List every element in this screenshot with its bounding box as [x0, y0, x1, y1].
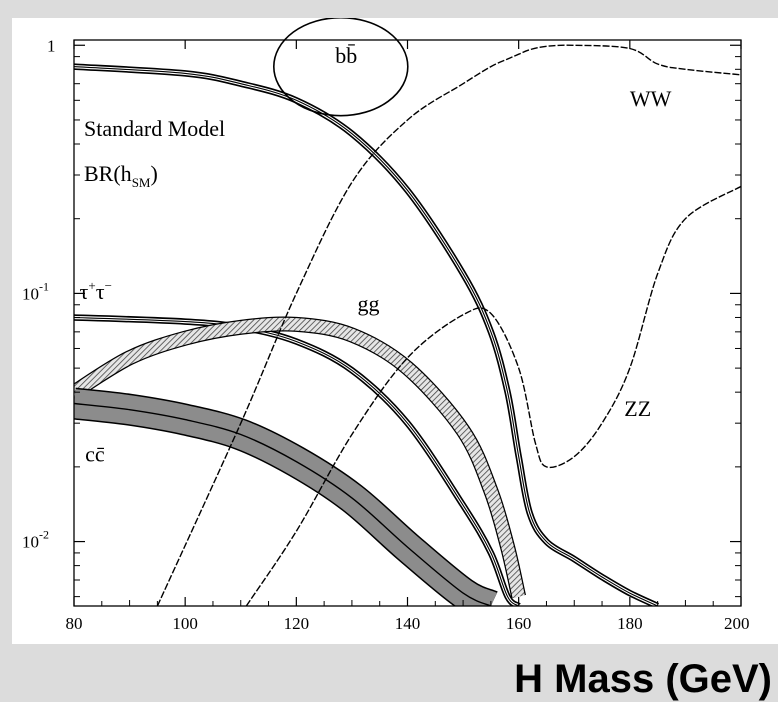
x-tick-label-4: 160 — [506, 614, 532, 633]
y-tick-label-2: 10-2 — [22, 528, 49, 552]
label-superscript: − — [105, 278, 112, 293]
x-tick-label-0: 80 — [66, 614, 83, 633]
series-5-group — [245, 185, 741, 606]
series-3-band — [74, 389, 498, 606]
y-tick-exponent: -1 — [39, 279, 49, 293]
br-label-subscript: SM — [132, 175, 151, 190]
br-label-base: BR(h — [84, 161, 132, 186]
label-letter: τ — [96, 279, 105, 304]
x-tick-label-5: 180 — [617, 614, 643, 633]
model-annotation: Standard Model — [84, 116, 225, 141]
series-label-5: ZZ — [624, 396, 651, 421]
series-5-line — [245, 185, 741, 606]
highlight — [273, 18, 409, 117]
annotations: Standard Model BR(hSM) — [84, 116, 225, 190]
series-1-group — [74, 314, 521, 606]
chart-panel: 80 100 120 140 160 180 200 1 10-1 10-2 bb̄ τ+τ− gg c… — [12, 18, 778, 701]
label-superscript: + — [88, 278, 95, 293]
y-tick-label-1: 10-1 — [22, 279, 49, 303]
series-2-band — [74, 317, 525, 599]
label-letter: τ — [80, 279, 89, 304]
highlight-circle — [273, 18, 409, 117]
br-label-end: ) — [150, 161, 157, 186]
series-layer — [74, 44, 741, 606]
series-1-line — [74, 316, 520, 606]
x-axis-title: H Mass (GeV) — [514, 657, 772, 701]
series-label-3: cc̄ — [85, 442, 105, 467]
series-label-2: gg — [357, 291, 379, 316]
y-tick-base: 10 — [22, 284, 39, 303]
series-4-group — [156, 44, 741, 606]
branching-ratio-annotation: BR(hSM) — [84, 161, 158, 190]
series-0-line — [74, 66, 658, 606]
x-tick-label-6: 200 — [724, 614, 750, 633]
series-label-4: WW — [630, 86, 672, 111]
x-tick-label-2: 120 — [284, 614, 310, 633]
y-tick-base: 10 — [22, 533, 39, 552]
series-0-group — [74, 63, 660, 606]
series-label-0: bb̄ — [335, 43, 357, 68]
y-tick-exponent: -2 — [39, 528, 49, 542]
series-4-line — [156, 44, 741, 606]
series-3-group — [74, 387, 498, 606]
x-tick-label-3: 140 — [395, 614, 421, 633]
series-label-1: τ+τ− — [80, 278, 112, 304]
y-tick-label-0: 1 — [47, 36, 56, 55]
series-3-line — [74, 402, 492, 606]
series-2-group — [74, 316, 527, 599]
x-tick-label-1: 100 — [172, 614, 198, 633]
